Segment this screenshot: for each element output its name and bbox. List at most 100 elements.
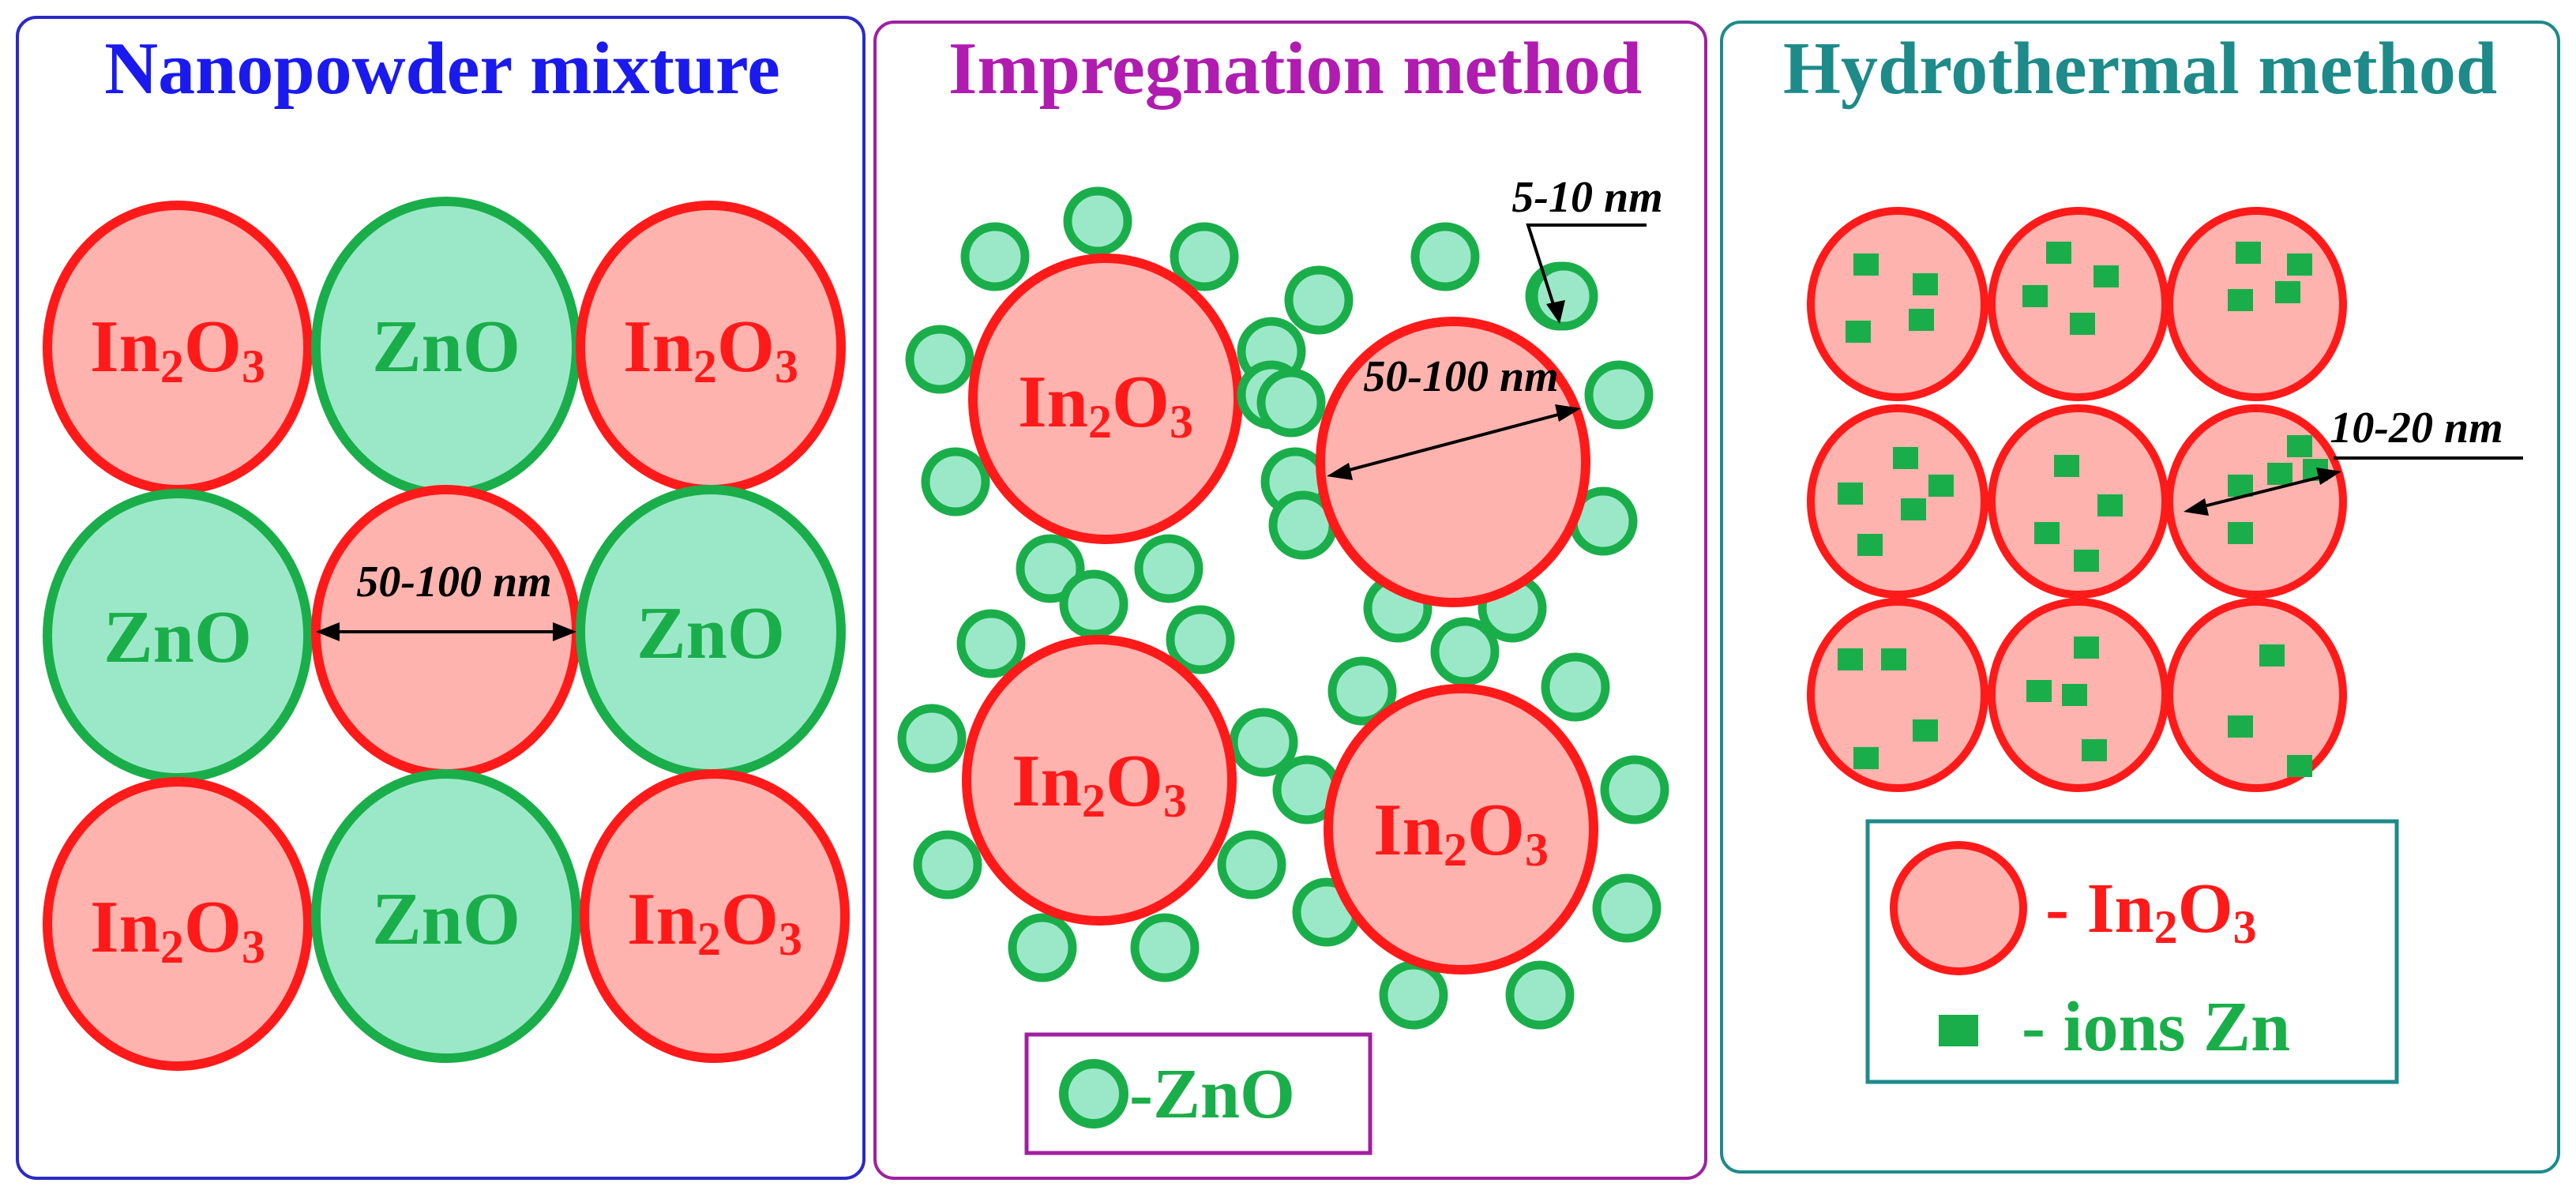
zno-nanoparticle	[905, 325, 974, 394]
panel-impregnation-title: Impregnation method	[948, 28, 1642, 110]
zn-ion	[2074, 637, 2099, 659]
zn-ion	[1838, 483, 1863, 505]
zn-ion	[2287, 755, 2312, 777]
legend-in2o3-label: - In2O3	[2045, 869, 2257, 953]
zno-particle: ZnO	[43, 489, 313, 783]
ion-legend-swatch	[1939, 1015, 1978, 1046]
zno-nanoparticle	[1529, 261, 1598, 331]
zno-nanoparticle	[960, 222, 1030, 291]
in2o3-label: In2O3	[1373, 789, 1549, 876]
zno-nanoparticle	[1008, 913, 1077, 982]
in2o3-particle: In2O3	[43, 201, 313, 494]
zn-ion	[2275, 281, 2300, 303]
zn-ion	[2097, 494, 2123, 516]
zno-nanoparticle	[921, 447, 990, 516]
zn-ion	[2228, 475, 2253, 497]
zn-ion	[1909, 309, 1934, 331]
zn-ion	[1857, 534, 1883, 556]
panel-hydrothermal-title: Hydrothermal method	[1783, 28, 2497, 110]
panel-nanopowder-frame	[16, 16, 866, 1180]
zno-nanoparticle	[1584, 360, 1654, 430]
zno-nanoparticle	[1410, 222, 1480, 291]
zno-nanoparticle	[1379, 960, 1448, 1030]
zn-ion	[2259, 644, 2285, 667]
dimension-label: 10-20 nm	[2330, 404, 2503, 453]
dimension-label: 5-10 nm	[1511, 173, 1662, 222]
zno-nanoparticle	[1063, 186, 1132, 256]
zno-nanoparticle	[1284, 265, 1354, 335]
zn-ion	[2228, 522, 2253, 544]
in2o3-particle	[1807, 207, 1988, 401]
zn-ion	[1901, 498, 1926, 520]
zn-ion	[2062, 684, 2087, 706]
zno-nanoparticle	[1130, 913, 1200, 982]
in2o3-particle	[1807, 598, 1988, 792]
zn-ion	[2228, 289, 2253, 311]
zn-ion	[2046, 242, 2071, 264]
zn-ion	[2026, 680, 2052, 702]
zno-nanoparticle	[1256, 368, 1326, 438]
in2o3-particle: In2O3	[968, 253, 1243, 544]
in2o3-particle: In2O3	[962, 635, 1237, 926]
legend-zno: -ZnO	[1024, 1032, 1372, 1155]
zn-ion	[1928, 475, 1954, 497]
zn-ion	[2267, 463, 2292, 485]
zn-ion	[1853, 253, 1879, 276]
in2o3-legend-swatch	[1890, 841, 2027, 975]
in2o3-particle: In2O3	[43, 777, 313, 1071]
hydrothermal-particles	[1807, 207, 2347, 792]
zno-nanoparticle	[1166, 605, 1235, 674]
panel-hydrothermal-method: Hydrothermal method 10-20 nm - In2O3 - i…	[1720, 21, 2560, 1174]
in2o3-label: In2O3	[90, 886, 265, 973]
in2o3-particle: In2O3	[1324, 684, 1598, 975]
zn-ion	[2034, 522, 2060, 544]
dimension-label: 50-100 nm	[1363, 352, 1558, 401]
zno-particle: ZnO	[311, 197, 581, 498]
panel-impregnation-frame	[873, 21, 1707, 1180]
in2o3-label: In2O3	[1018, 361, 1193, 448]
zno-nanoparticle	[1600, 755, 1669, 824]
in2o3-particle	[2165, 207, 2347, 401]
zno-nanoparticle	[1170, 222, 1239, 291]
zno-satellite-overlay	[1237, 261, 1598, 438]
legend-zno-label: -ZnO	[1129, 1055, 1295, 1133]
zno-nanoparticle	[1016, 534, 1085, 603]
in2o3-particle: In2O3	[580, 769, 850, 1063]
zno-nanoparticle	[1134, 534, 1204, 603]
zn-ion	[2287, 253, 2312, 276]
panel-impregnation-method: Impregnation method In2O3 In2O3 In2O3 50…	[873, 21, 1707, 1180]
zno-legend-swatch	[1059, 1059, 1128, 1129]
panel-nanopowder-title: Nanopowder mixture	[104, 28, 780, 110]
zno-nanoparticle	[1592, 873, 1662, 943]
panel-hydrothermal-frame	[1720, 21, 2560, 1174]
in2o3-label: In2O3	[627, 878, 802, 965]
zn-ion	[2287, 435, 2312, 457]
in2o3-label: In2O3	[623, 306, 798, 392]
legend-ions-label: - ions Zn	[2022, 988, 2290, 1066]
panel-nanopowder-mixture: Nanopowder mixture In2O3 ZnO In2O3 ZnO Z…	[16, 16, 866, 1180]
zno-particle: ZnO	[311, 769, 581, 1063]
zno-label: ZnO	[372, 306, 520, 388]
zn-ion	[2228, 715, 2253, 738]
in2o3-particle	[1988, 207, 2169, 401]
legend-hydrothermal: - In2O3 - ions Zn	[1865, 819, 2399, 1084]
zno-particle: ZnO	[576, 485, 846, 779]
dimension-label: 50-100 nm	[356, 558, 551, 607]
zno-nanoparticle	[1059, 569, 1128, 639]
zn-ion	[2093, 265, 2119, 287]
in2o3-label: In2O3	[90, 306, 265, 392]
zno-nanoparticle	[1327, 656, 1397, 726]
zn-ion	[2082, 739, 2107, 761]
in2o3-particle	[1316, 317, 1590, 607]
zn-ion	[2236, 242, 2261, 264]
in2o3-particle	[2165, 598, 2347, 792]
zno-label: ZnO	[103, 596, 252, 678]
in2o3-particle	[1807, 404, 1988, 599]
zn-ion	[2022, 285, 2048, 307]
zno-label: ZnO	[372, 878, 520, 960]
zno-nanoparticle	[1541, 652, 1610, 722]
zno-nanoparticle	[956, 609, 1026, 678]
in2o3-label: In2O3	[1012, 740, 1187, 827]
in2o3-particle	[2165, 404, 2347, 599]
